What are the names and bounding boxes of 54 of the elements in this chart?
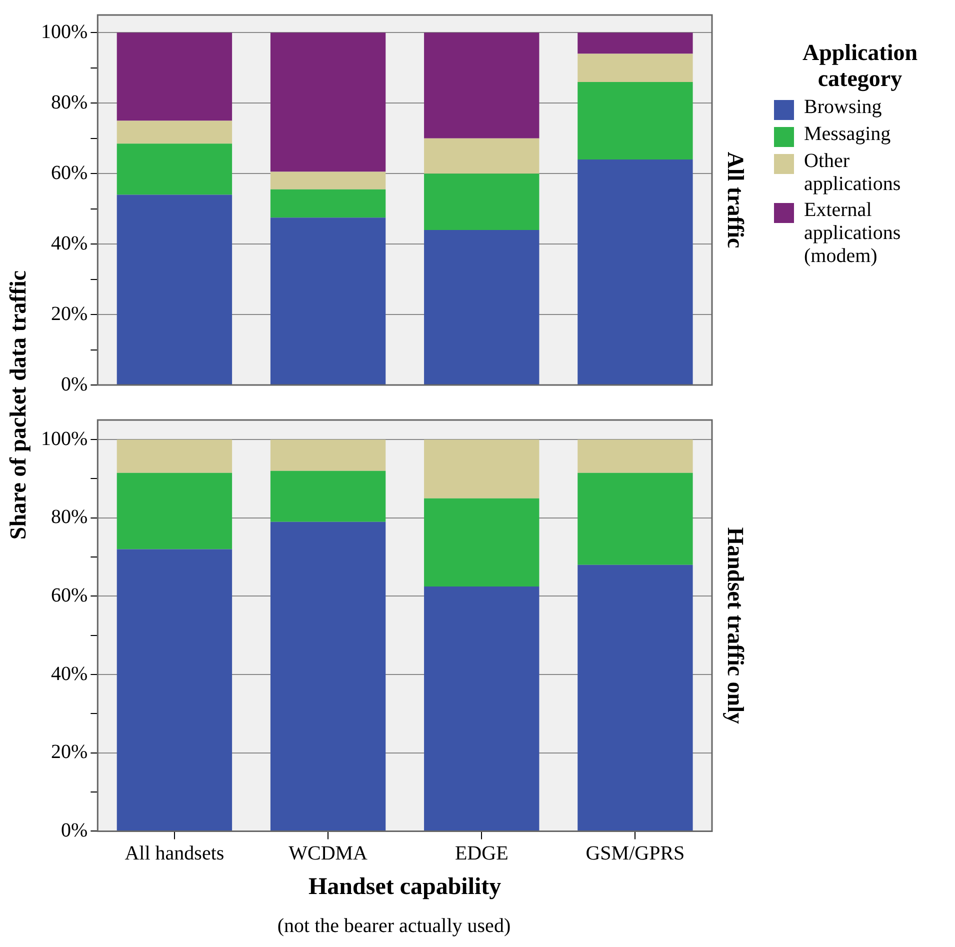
- bar: [270, 470, 386, 522]
- bar: [424, 138, 540, 174]
- bar: [424, 230, 540, 384]
- y-tick-label: 40%: [50, 662, 88, 685]
- legend-label: Messaging: [804, 123, 891, 146]
- bar: [424, 174, 540, 230]
- bar: [270, 440, 386, 471]
- bar: [578, 159, 693, 384]
- y-tick-label: 60%: [50, 162, 88, 184]
- bar: [116, 549, 232, 831]
- bar: [270, 172, 386, 190]
- y-tick-label: 100%: [40, 20, 88, 43]
- x-axis-title: Handset capability: [308, 874, 502, 900]
- bar: [424, 498, 540, 586]
- x-tick-label: All handsets: [124, 842, 224, 864]
- bar: [270, 522, 386, 831]
- y-tick-label: 0%: [60, 373, 88, 396]
- legend-title: Application category: [801, 40, 919, 92]
- legend-label: Other applications: [804, 150, 902, 196]
- legend-label: External applications (modem): [804, 199, 902, 268]
- bar: [578, 82, 693, 160]
- bar: [578, 32, 693, 54]
- text: Handset traffic only: [723, 527, 748, 724]
- bar: [116, 472, 232, 550]
- y-tick-label: 80%: [50, 91, 88, 114]
- y-tick-label: 20%: [50, 302, 88, 325]
- bar: [116, 144, 232, 195]
- text: (not the bearer actually used): [276, 915, 512, 938]
- y-axis-title: Share of packet data traffic: [6, 270, 32, 540]
- y-tick-label: 100%: [40, 428, 88, 450]
- y-tick-label: 40%: [50, 232, 88, 254]
- legend-label: Browsing: [804, 96, 882, 119]
- bar: [578, 564, 693, 831]
- x-tick-label: EDGE: [454, 842, 508, 864]
- y-tick-label: 80%: [50, 506, 88, 528]
- bar: [270, 218, 386, 384]
- bar: [116, 120, 232, 144]
- y-tick-label: 20%: [50, 741, 88, 764]
- text: All traffic: [723, 152, 748, 248]
- y-tick-label: 0%: [60, 819, 88, 842]
- bar: [270, 189, 386, 218]
- bar: [424, 32, 540, 138]
- bar: [578, 54, 693, 82]
- bar: [270, 32, 386, 172]
- bar: [578, 472, 693, 565]
- bar: [116, 440, 232, 473]
- bar: [424, 586, 540, 831]
- bar: [116, 32, 232, 121]
- x-tick-label: GSM/GPRS: [586, 842, 685, 864]
- bar: [116, 194, 232, 384]
- bar: [424, 440, 540, 498]
- y-tick-label: 60%: [50, 584, 88, 606]
- bar: [578, 440, 693, 473]
- x-tick-label: WCDMA: [288, 842, 368, 864]
